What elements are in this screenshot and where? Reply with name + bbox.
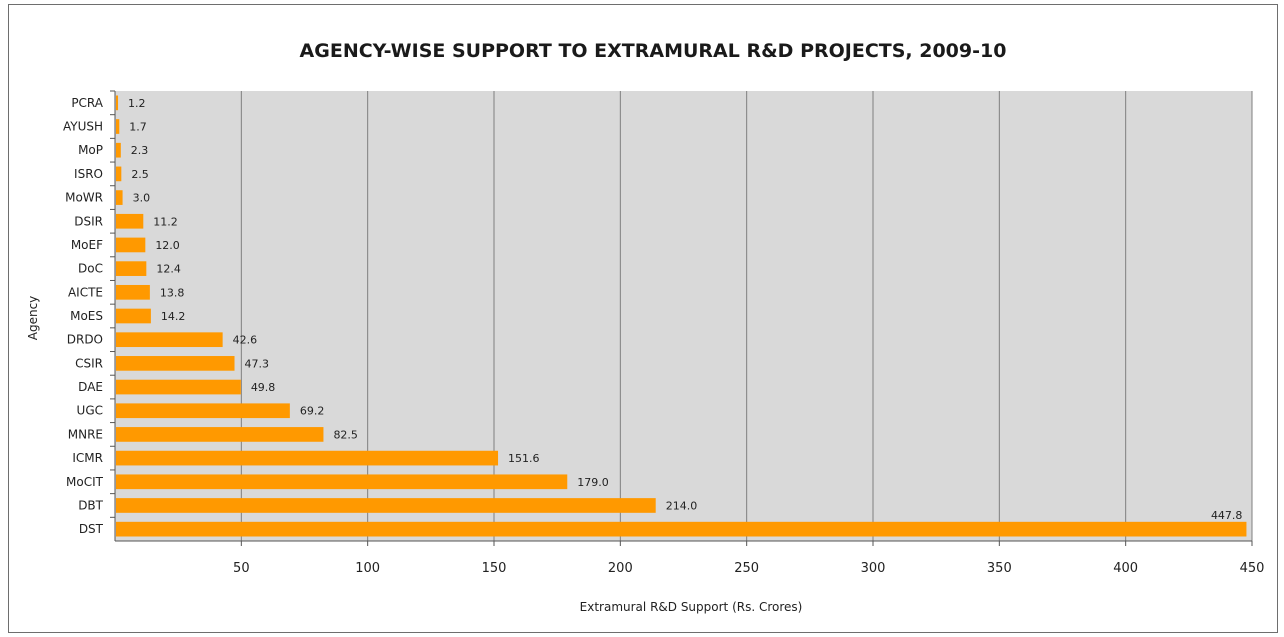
category-label: DBT xyxy=(78,498,103,512)
data-label: 447.8 xyxy=(1211,509,1243,522)
x-tick-label: 350 xyxy=(987,561,1012,576)
x-tick-label: 150 xyxy=(482,561,507,576)
data-label: 47.3 xyxy=(245,357,270,370)
category-label: ICMR xyxy=(72,451,103,465)
chart-frame: AGENCY-WISE SUPPORT TO EXTRAMURAL R&D PR… xyxy=(8,4,1278,633)
bar-dbt xyxy=(116,498,656,513)
category-label: AYUSH xyxy=(63,120,103,134)
data-label: 2.5 xyxy=(131,168,149,181)
chart-title: AGENCY-WISE SUPPORT TO EXTRAMURAL R&D PR… xyxy=(300,40,1007,62)
bar-mowr xyxy=(116,190,123,205)
data-label: 69.2 xyxy=(300,405,325,418)
data-label: 2.3 xyxy=(131,144,149,157)
bar-mop xyxy=(116,142,121,158)
category-label: MoCIT xyxy=(66,475,104,489)
category-label: DRDO xyxy=(67,333,103,347)
bar-moef xyxy=(116,237,146,253)
x-tick-label: 50 xyxy=(233,561,250,576)
data-label: 151.6 xyxy=(508,452,540,465)
category-label: MoWR xyxy=(65,191,103,205)
category-label: DST xyxy=(79,522,104,536)
category-label: MoP xyxy=(78,143,103,157)
x-tick-label: 250 xyxy=(734,561,759,576)
x-tick-label: 100 xyxy=(355,561,380,576)
x-axis-title: Extramural R&D Support (Rs. Crores) xyxy=(580,600,803,614)
bar-ugc xyxy=(116,403,290,419)
category-label: MoES xyxy=(70,309,103,323)
category-label: MNRE xyxy=(68,427,103,441)
bar-mocit xyxy=(116,474,568,490)
data-label: 12.4 xyxy=(156,263,181,276)
category-label: UGC xyxy=(77,404,103,418)
category-label: ISRO xyxy=(74,167,103,181)
bar-doc xyxy=(116,261,147,276)
bar-mnre xyxy=(116,427,324,442)
x-tick-label: 450 xyxy=(1240,561,1265,576)
data-label: 42.6 xyxy=(233,334,257,347)
y-axis-title: Agency xyxy=(26,296,40,341)
bar-moes xyxy=(116,308,151,324)
bar-isro xyxy=(116,166,122,182)
data-label: 179.0 xyxy=(577,476,609,489)
category-label: AICTE xyxy=(68,285,103,299)
bar-dst xyxy=(116,521,1247,537)
category-label: DAE xyxy=(78,380,103,394)
data-label: 1.7 xyxy=(129,121,147,134)
bar-pcra xyxy=(116,95,119,111)
bar-aicte xyxy=(116,284,150,300)
data-label: 49.8 xyxy=(251,381,276,394)
bar-icmr xyxy=(116,450,499,466)
bar-chart: AGENCY-WISE SUPPORT TO EXTRAMURAL R&D PR… xyxy=(26,40,1265,614)
data-label: 14.2 xyxy=(161,310,186,323)
data-label: 11.2 xyxy=(153,215,178,228)
bar-drdo xyxy=(116,332,223,348)
bar-dae xyxy=(116,379,241,395)
category-label: CSIR xyxy=(75,356,103,370)
data-label: 13.8 xyxy=(160,286,185,299)
category-label: DSIR xyxy=(74,214,103,228)
data-label: 12.0 xyxy=(155,239,180,252)
data-label: 3.0 xyxy=(133,192,151,205)
data-label: 1.2 xyxy=(128,97,146,110)
category-label: PCRA xyxy=(71,96,103,110)
x-tick-label: 200 xyxy=(608,561,633,576)
category-label: DoC xyxy=(78,262,103,276)
bar-csir xyxy=(116,356,235,371)
x-tick-label: 400 xyxy=(1113,561,1138,576)
plot-background xyxy=(115,91,1252,541)
plot-area: 50 100 150 200 250 300 350 400 450 PCRA 1.2 AYUSH 1.… xyxy=(63,90,1265,576)
x-tick-label: 300 xyxy=(861,561,886,576)
data-label: 82.5 xyxy=(333,428,358,441)
bar-ayush xyxy=(116,119,120,134)
category-label: MoEF xyxy=(71,238,103,252)
bar-dsir xyxy=(116,213,144,229)
data-label: 214.0 xyxy=(666,499,698,512)
